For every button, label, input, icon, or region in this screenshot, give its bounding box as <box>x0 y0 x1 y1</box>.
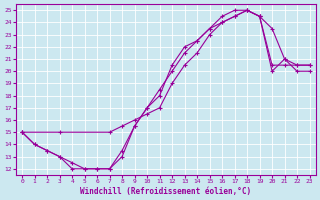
X-axis label: Windchill (Refroidissement éolien,°C): Windchill (Refroidissement éolien,°C) <box>80 187 252 196</box>
